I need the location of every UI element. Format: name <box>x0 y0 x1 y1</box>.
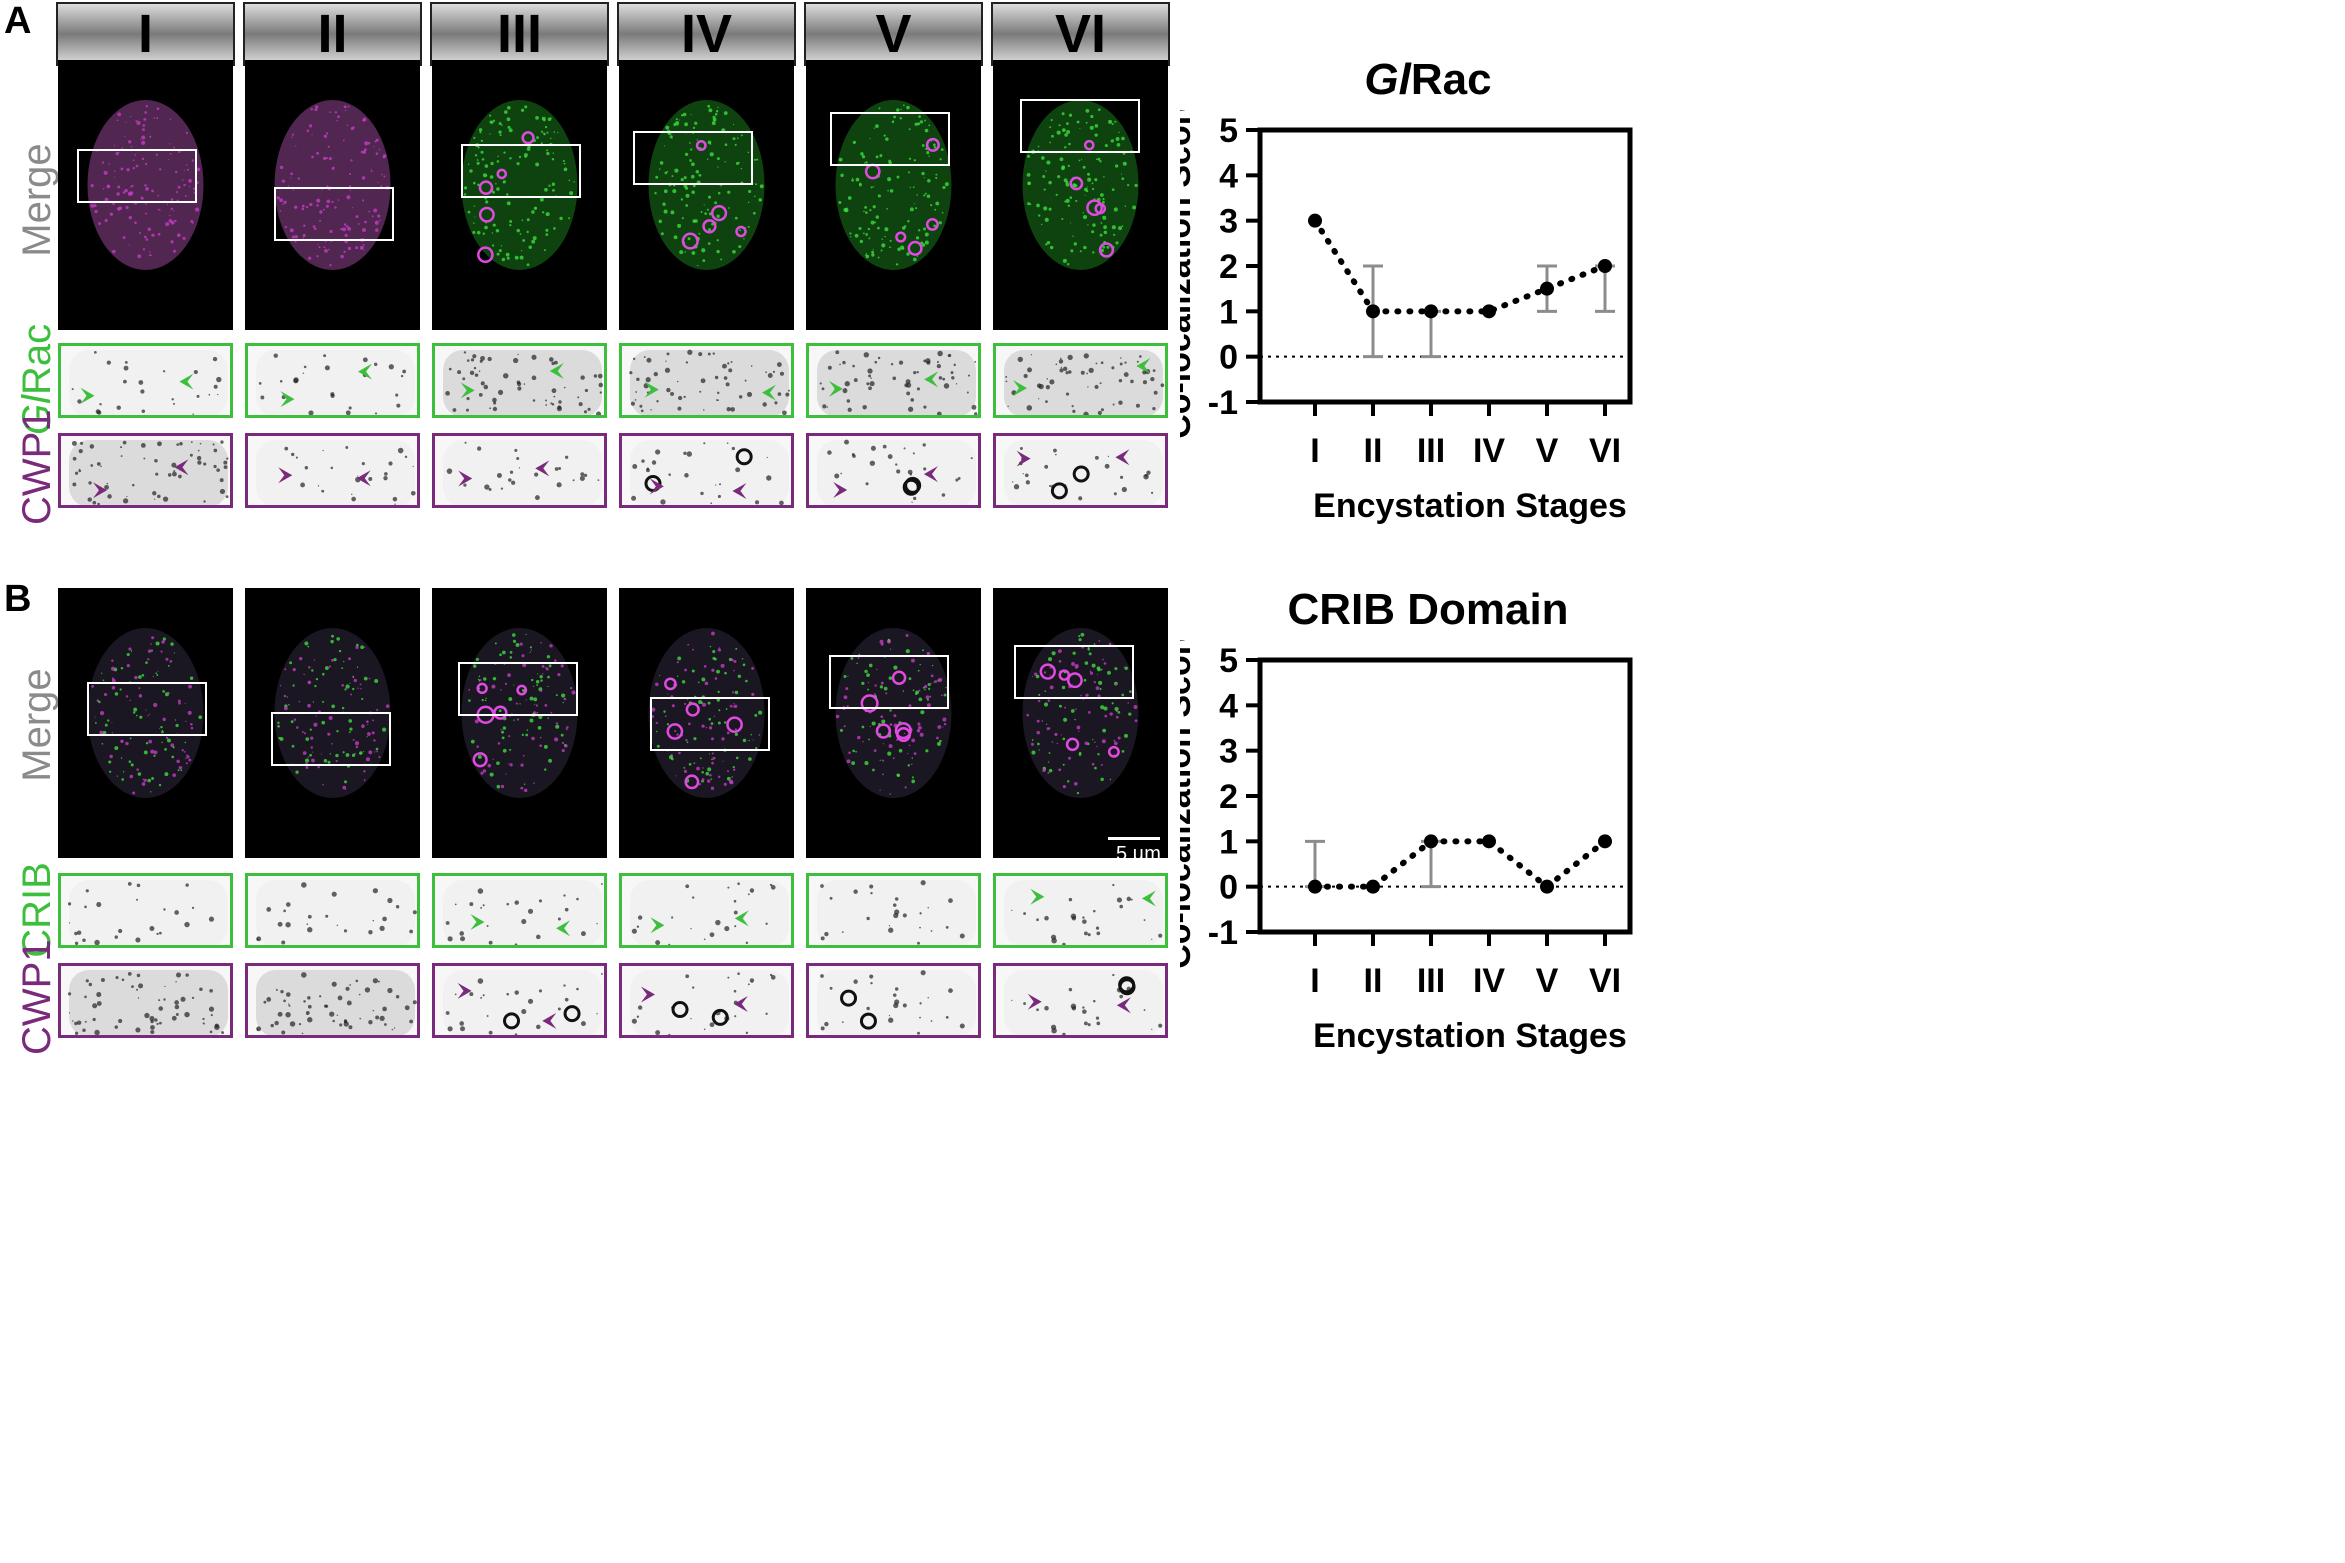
stage-header-vi: VI <box>991 2 1170 66</box>
chart-b-xtick-label: VI <box>1589 962 1621 1000</box>
stage-header-ii: II <box>243 2 422 66</box>
merge-image-b-ii <box>245 588 420 858</box>
chart-a-ytick-label: 0 <box>1219 339 1238 377</box>
zoom-a-cwp1-iii <box>432 433 607 508</box>
merge-image-a-iv <box>619 60 794 330</box>
chart-b-ytick-label: 0 <box>1219 869 1238 907</box>
chart-a-xtick-label: I <box>1310 432 1319 470</box>
zoom-b-crib-vi <box>993 873 1168 948</box>
zoom-a-cwp1-ii <box>245 433 420 508</box>
panel-letter-a: A <box>4 0 32 42</box>
zoom-a-cwp1-i <box>58 433 233 508</box>
chart-a-point-iv <box>1482 304 1496 319</box>
zoom-a-cwp1-vi <box>993 433 1168 508</box>
chart-b-series-line <box>1312 838 1608 891</box>
chart-b-xtick-label: IV <box>1473 962 1505 1000</box>
zoom-a-glrac-i <box>58 343 233 418</box>
zoom-b-crib-ii <box>245 873 420 948</box>
chart-a-plot-frame <box>1257 127 1633 405</box>
chart-b-ytick-label: -1 <box>1208 914 1238 952</box>
zoom-b-cwp1-iii <box>432 963 607 1038</box>
stage-header-v: V <box>804 2 983 66</box>
scale-bar <box>1108 837 1160 840</box>
stage-header-i: I <box>56 2 235 66</box>
chart-a-ytick-label: 3 <box>1219 203 1238 241</box>
chart-a-ytick-label: 5 <box>1219 112 1238 150</box>
merge-image-b-vi <box>993 588 1168 858</box>
chart-a-xtick-label: II <box>1364 432 1383 470</box>
chart-a-point-ii <box>1366 304 1380 319</box>
merge-image-a-v <box>806 60 981 330</box>
chart-a-ytick-label: 2 <box>1219 248 1238 286</box>
chart-b-ytick-label: 1 <box>1219 823 1238 861</box>
merge-image-b-iv <box>619 588 794 858</box>
chart-b-xtick-label: V <box>1536 962 1559 1000</box>
chart-b-point-v <box>1540 879 1554 894</box>
chart-a-point-vi <box>1598 259 1612 273</box>
chart-a-ytick-label: 1 <box>1219 293 1238 331</box>
chart-b-point-iii <box>1424 834 1438 849</box>
chart-b-ytick-label: 4 <box>1219 687 1238 725</box>
chart-b-ytick-label: 3 <box>1219 733 1238 771</box>
chart-a-ylabel: Co-localization Score <box>1180 110 1198 439</box>
merge-image-b-iii <box>432 588 607 858</box>
stage-header-iii: III <box>430 2 609 66</box>
row-label-glrac-rest: Rac <box>15 323 59 395</box>
chart-b-point-vi <box>1598 834 1612 849</box>
merge-image-a-i <box>58 60 233 330</box>
zoom-a-glrac-iv <box>619 343 794 418</box>
chart-a-ytick-label: -1 <box>1208 384 1238 422</box>
chart-b-ylabel: Co-localization Score <box>1180 640 1198 969</box>
chart-b-point-iv <box>1482 834 1496 849</box>
chart-a-title: GlRac <box>1283 55 1573 105</box>
chart-a-title-rest: Rac <box>1410 55 1492 104</box>
chart-b-xlabel: Encystation Stages <box>1313 1017 1627 1055</box>
chart-b-ytick-label: 2 <box>1219 778 1238 816</box>
zoom-b-crib-i <box>58 873 233 948</box>
chart-a-xlabel: Encystation Stages <box>1313 487 1627 525</box>
zoom-a-glrac-ii <box>245 343 420 418</box>
chart-a-xtick-label: III <box>1417 432 1445 470</box>
chart-a-xtick-label: IV <box>1473 432 1505 470</box>
zoom-b-crib-iv <box>619 873 794 948</box>
chart-a-series-line <box>1312 217 1608 315</box>
zoom-b-cwp1-vi <box>993 963 1168 1038</box>
merge-image-a-iii <box>432 60 607 330</box>
chart-a-point-iii <box>1424 304 1438 319</box>
chart-a-point-i <box>1308 213 1322 228</box>
chart-b-xtick-label: II <box>1364 962 1383 1000</box>
zoom-b-cwp1-v <box>806 963 981 1038</box>
zoom-a-glrac-vi <box>993 343 1168 418</box>
chart-b-point-i <box>1308 879 1322 894</box>
chart-a-point-v <box>1540 281 1554 296</box>
zoom-b-cwp1-iv <box>619 963 794 1038</box>
chart-a-title-italic: Gl <box>1364 55 1411 104</box>
chart-b-title: CRIB Domain <box>1287 585 1569 634</box>
chart-a-xtick-label: V <box>1536 432 1559 470</box>
zoom-a-cwp1-iv <box>619 433 794 508</box>
chart-b-point-ii <box>1366 879 1380 894</box>
stage-header-iv: IV <box>617 2 796 66</box>
zoom-a-glrac-v <box>806 343 981 418</box>
zoom-b-crib-iii <box>432 873 607 948</box>
chart-a-ytick-label: 4 <box>1219 157 1238 195</box>
zoom-b-cwp1-ii <box>245 963 420 1038</box>
merge-image-a-ii <box>245 60 420 330</box>
scale-bar-label: 5 µm <box>1116 843 1161 865</box>
chart-b-xtick-label: I <box>1310 962 1319 1000</box>
panel-letter-b: B <box>4 578 32 620</box>
merge-image-a-vi <box>993 60 1168 330</box>
merge-image-b-v <box>806 588 981 858</box>
merge-image-b-i <box>58 588 233 858</box>
chart-b-xtick-label: III <box>1417 962 1445 1000</box>
chart-b-ytick-label: 5 <box>1219 642 1238 680</box>
zoom-b-crib-v <box>806 873 981 948</box>
zoom-a-cwp1-v <box>806 433 981 508</box>
chart-a-xtick-label: VI <box>1589 432 1621 470</box>
zoom-b-cwp1-i <box>58 963 233 1038</box>
zoom-a-glrac-iii <box>432 343 607 418</box>
